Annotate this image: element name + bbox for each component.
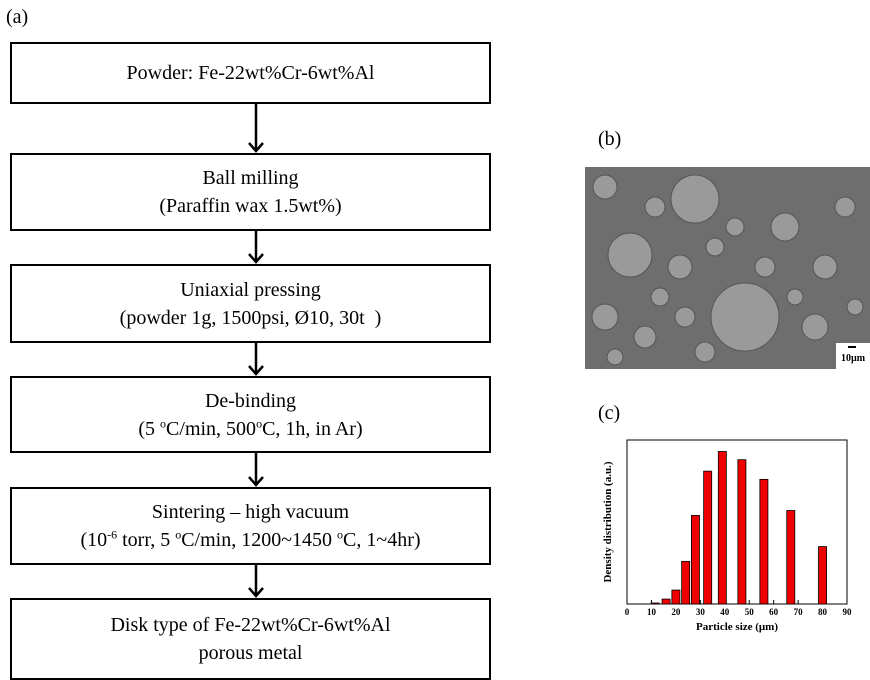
step-line: Uniaxial pressing xyxy=(180,276,321,304)
superscript: -6 xyxy=(107,527,118,542)
superscript: o xyxy=(337,527,344,542)
text: (5 xyxy=(138,417,161,440)
bar xyxy=(717,451,727,605)
text: (Paraffin wax 1.5wt%) xyxy=(159,195,342,217)
arrow xyxy=(248,565,264,598)
panel-label: (b) xyxy=(598,128,622,150)
text: Ball milling xyxy=(202,167,299,189)
panel-label: (c) xyxy=(598,402,621,424)
superscript: o xyxy=(175,527,182,542)
bar xyxy=(671,589,681,605)
step-line: (5 oC/min, 500oC, 1h, in Ar) xyxy=(138,415,362,443)
text: Uniaxial pressing xyxy=(180,278,321,301)
text: (10 xyxy=(80,529,108,551)
bar xyxy=(759,478,769,605)
step-line: Disk type of Fe-22wt%Cr-6wt%Al xyxy=(110,611,390,639)
text: C/min, 1200~1450 xyxy=(181,529,338,551)
arrow xyxy=(248,453,264,487)
text: Sintering – high vacuum xyxy=(151,501,350,523)
bar xyxy=(703,470,713,605)
x-tick-label: 50 xyxy=(745,607,755,617)
superscript: o xyxy=(256,415,263,430)
plot-frame xyxy=(626,439,848,605)
panel-label: (a) xyxy=(6,6,29,28)
bar xyxy=(650,602,660,605)
x-axis-label: Particle size (μm) xyxy=(696,621,778,633)
text: Powder: Fe-22wt%Cr-6wt%Al xyxy=(126,62,375,84)
text: C/min, 500 xyxy=(166,417,257,440)
bar xyxy=(786,510,796,605)
arrows xyxy=(248,104,264,598)
step-box: Powder: Fe-22wt%Cr-6wt%Al xyxy=(10,42,491,104)
arrow xyxy=(248,231,264,264)
text: porous metal xyxy=(198,642,303,664)
step-line: porous metal xyxy=(199,639,303,667)
text: torr, 5 xyxy=(117,529,176,551)
text: Disk type of Fe-22wt%Cr-6wt%Al xyxy=(110,614,391,636)
bar xyxy=(661,598,671,605)
bar xyxy=(818,546,827,605)
x-tick-label: 10 xyxy=(647,607,657,617)
arrow xyxy=(248,104,264,153)
step-line: (Paraffin wax 1.5wt%) xyxy=(159,192,341,220)
particles xyxy=(591,174,864,366)
bar xyxy=(681,560,691,605)
step-box: Ball milling (Paraffin wax 1.5wt%) xyxy=(10,153,491,231)
step-line: (powder 1g, 1500psi, Ø10, 30t ) xyxy=(120,304,382,332)
step-line: Powder: Fe-22wt%Cr-6wt%Al xyxy=(127,59,375,87)
x-tick-label: 30 xyxy=(696,607,706,617)
text: De-binding xyxy=(204,389,297,412)
sem-image: 10µm xyxy=(585,167,870,369)
text: C, 1h, in Ar) xyxy=(262,417,363,440)
step-box: Uniaxial pressing (powder 1g, 1500psi, Ø1… xyxy=(10,264,491,343)
chart: 0 10 20 30 40 50 60 70 80 90 Particle size (μm) Den… xyxy=(602,439,853,633)
step-line: Ball milling xyxy=(202,164,298,192)
x-tick-label: 90 xyxy=(843,607,853,617)
scale-label: 10µm xyxy=(841,353,866,364)
step-box: Sintering – high vacuum (10-6 torr, 5 oC/… xyxy=(10,487,491,565)
x-tick-label: 70 xyxy=(794,607,804,617)
step-box: De-binding (5 oC/min, 500oC, 1h, in Ar) xyxy=(10,376,491,453)
x-tick-label: 20 xyxy=(671,607,681,617)
x-tick-label: 80 xyxy=(818,607,828,617)
text: (powder 1g, 1500psi, Ø10, 30t ) xyxy=(119,306,382,329)
bar xyxy=(737,459,747,605)
x-tick-label: 40 xyxy=(720,607,730,617)
text: C, 1~4hr) xyxy=(343,529,421,551)
superscript: o xyxy=(160,415,167,430)
bar xyxy=(691,515,700,605)
x-tick-label: 0 xyxy=(625,607,630,617)
step-line: Sintering – high vacuum xyxy=(152,498,349,526)
step-line: (10-6 torr, 5 oC/min, 1200~1450 oC, 1~4h… xyxy=(80,526,420,554)
arrow xyxy=(248,343,264,376)
x-tick-label: 60 xyxy=(769,607,779,617)
y-axis-label: Density distribution (a.u.) xyxy=(602,461,614,582)
step-line: De-binding xyxy=(205,387,296,415)
